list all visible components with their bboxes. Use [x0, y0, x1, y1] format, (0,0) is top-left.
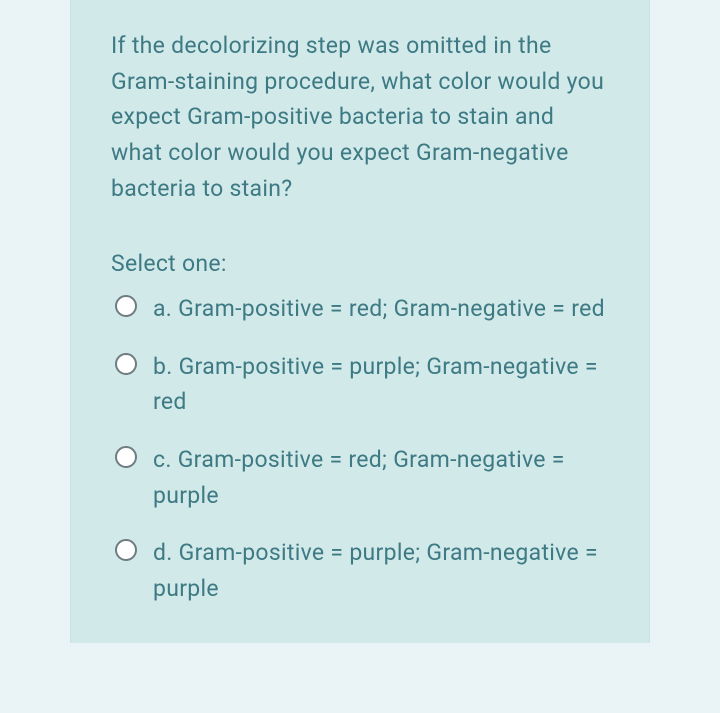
radio-button[interactable] [115, 295, 137, 317]
option-row[interactable]: b. Gram-positive = purple; Gram-negative… [111, 349, 609, 420]
radio-button[interactable] [115, 446, 137, 468]
radio-button[interactable] [115, 353, 137, 375]
radio-button[interactable] [115, 539, 137, 561]
option-label: d. Gram-positive = purple; Gram-negative… [153, 535, 609, 606]
select-one-label: Select one: [111, 250, 609, 277]
option-label: b. Gram-positive = purple; Gram-negative… [153, 349, 609, 420]
option-row[interactable]: c. Gram-positive = red; Gram-negative = … [111, 442, 609, 513]
option-label: c. Gram-positive = red; Gram-negative = … [153, 442, 609, 513]
option-row[interactable]: a. Gram-positive = red; Gram-negative = … [111, 291, 609, 327]
question-card: If the decolorizing step was omitted in … [70, 0, 650, 643]
question-prompt: If the decolorizing step was omitted in … [111, 28, 609, 206]
option-row[interactable]: d. Gram-positive = purple; Gram-negative… [111, 535, 609, 606]
option-label: a. Gram-positive = red; Gram-negative = … [153, 291, 605, 327]
